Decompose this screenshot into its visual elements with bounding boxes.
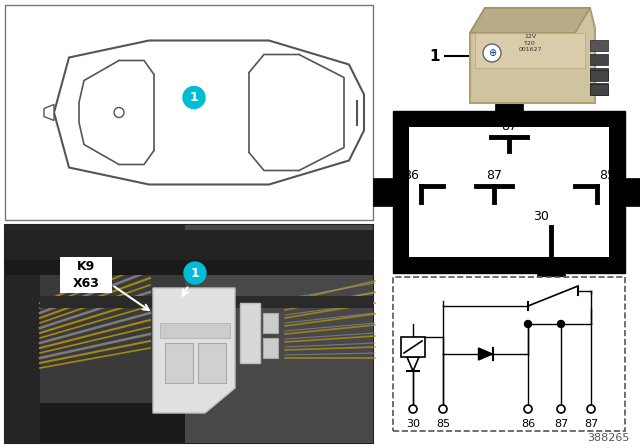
Bar <box>5 225 373 443</box>
Bar <box>185 225 373 443</box>
Bar <box>240 303 260 363</box>
Bar <box>263 338 278 358</box>
Bar <box>590 68 608 80</box>
Bar <box>5 230 373 263</box>
Polygon shape <box>44 104 54 121</box>
Bar <box>5 403 373 443</box>
Bar <box>475 33 585 68</box>
Text: 87: 87 <box>486 169 502 182</box>
Text: ⊕: ⊕ <box>488 48 496 58</box>
Bar <box>373 178 393 206</box>
Circle shape <box>557 320 564 327</box>
Text: 85: 85 <box>436 419 450 429</box>
Text: X63: X63 <box>72 276 99 289</box>
Bar <box>5 5 373 220</box>
Bar <box>495 93 523 111</box>
Bar <box>40 296 373 308</box>
Text: 388265: 388265 <box>588 433 630 443</box>
Text: 86: 86 <box>521 419 535 429</box>
Bar <box>590 40 608 51</box>
Bar <box>625 178 640 206</box>
Text: 85: 85 <box>599 169 615 182</box>
Bar <box>590 83 608 95</box>
Circle shape <box>439 405 447 413</box>
Bar <box>590 84 608 95</box>
Polygon shape <box>153 288 235 413</box>
Polygon shape <box>479 348 493 360</box>
Polygon shape <box>54 40 364 185</box>
Text: K9: K9 <box>77 259 95 272</box>
Circle shape <box>183 86 205 108</box>
Circle shape <box>525 320 531 327</box>
Bar <box>60 257 112 293</box>
Circle shape <box>587 405 595 413</box>
Bar <box>198 343 226 383</box>
Bar <box>5 225 373 255</box>
Text: 1: 1 <box>191 267 200 280</box>
Text: 1: 1 <box>429 48 440 64</box>
Bar <box>263 313 278 333</box>
Polygon shape <box>470 8 590 33</box>
Bar <box>5 225 40 443</box>
Polygon shape <box>249 55 344 171</box>
Text: 1: 1 <box>189 91 198 104</box>
Bar <box>409 127 609 257</box>
Text: 30: 30 <box>533 210 549 223</box>
Polygon shape <box>470 8 595 103</box>
Circle shape <box>409 405 417 413</box>
Text: 87: 87 <box>501 120 517 133</box>
Bar <box>160 323 230 338</box>
Bar <box>393 111 625 273</box>
Circle shape <box>524 405 532 413</box>
Text: 87: 87 <box>554 419 568 429</box>
Text: 87: 87 <box>584 419 598 429</box>
Bar <box>393 277 625 431</box>
Bar <box>165 343 193 383</box>
Text: 12V
T20
001627: 12V T20 001627 <box>518 34 541 52</box>
Circle shape <box>114 108 124 117</box>
Circle shape <box>483 44 501 62</box>
Text: 86: 86 <box>403 169 419 182</box>
Bar <box>590 54 608 65</box>
Text: 30: 30 <box>406 419 420 429</box>
Bar <box>401 337 425 357</box>
Circle shape <box>557 405 565 413</box>
Polygon shape <box>79 60 154 164</box>
Bar <box>537 271 565 291</box>
Circle shape <box>184 262 206 284</box>
Bar <box>5 260 373 275</box>
Polygon shape <box>407 357 419 371</box>
Bar <box>590 70 608 81</box>
